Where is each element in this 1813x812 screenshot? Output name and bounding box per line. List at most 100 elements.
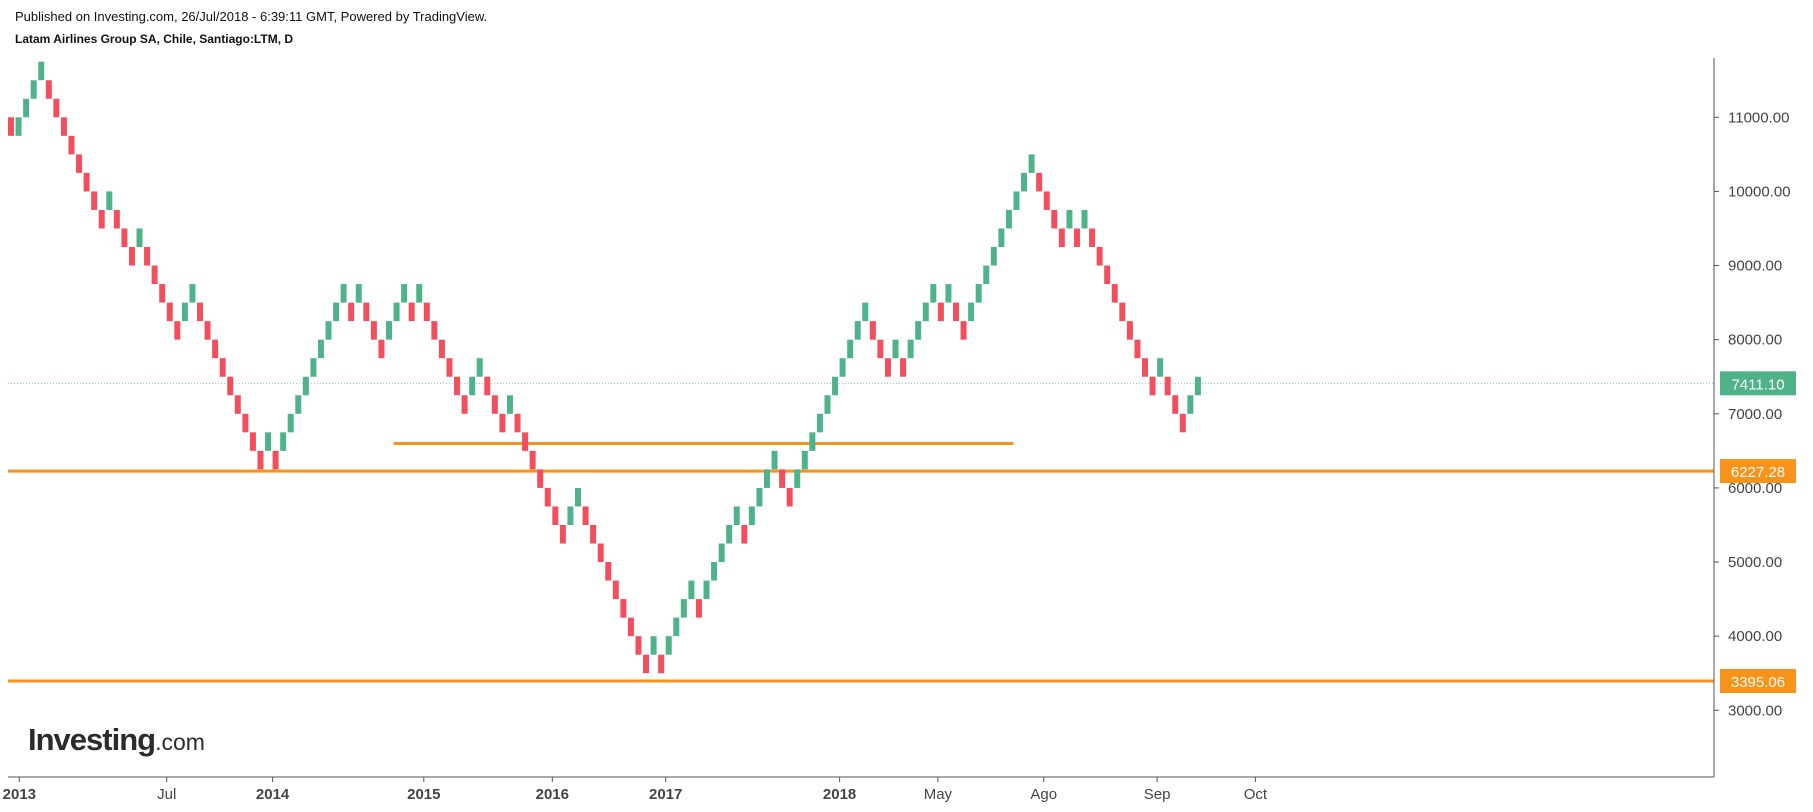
renko-brick [1081,209,1088,229]
renko-brick [234,395,241,414]
renko-brick [166,302,173,322]
renko-brick [567,506,574,525]
logo-brand: Investing [28,722,156,757]
renko-brick [1005,209,1012,229]
renko-brick [60,117,67,136]
renko-brick [605,562,612,581]
renko-brick [658,654,665,674]
renko-brick [491,395,498,414]
renko-brick [431,321,438,340]
renko-brick [287,413,294,433]
renko-brick [91,191,98,210]
renko-brick [370,321,377,340]
renko-brick [1111,284,1118,303]
renko-brick [635,636,642,655]
y-tick-label: 11000.00 [1728,109,1789,126]
y-tick-label: 9000.00 [1728,258,1782,275]
renko-brick [597,543,604,563]
renko-brick [862,302,869,322]
renko-brick [643,654,650,674]
renko-brick [620,599,627,618]
renko-brick [1096,247,1103,266]
renko-brick [695,599,702,618]
renko-brick [711,562,718,581]
renko-brick [741,524,748,544]
renko-brick [522,432,529,451]
renko-brick [23,98,30,118]
renko-brick [484,376,491,396]
y-tick-label: 6000.00 [1728,480,1782,497]
renko-brick [832,376,839,396]
renko-brick [786,487,793,507]
y-tick-label: 8000.00 [1728,332,1782,349]
renko-brick [227,376,234,396]
renko-brick [915,321,922,340]
renko-brick [627,617,634,637]
renko-brick [53,98,60,118]
renko-brick [1157,358,1164,377]
renko-brick [960,321,967,340]
renko-brick [1194,376,1201,396]
x-tick-label: Jul [157,786,176,803]
renko-brick [968,302,975,322]
renko-brick [1066,209,1073,229]
renko-brick [1104,265,1111,285]
renko-brick [537,469,544,488]
renko-brick [189,284,196,303]
renko-brick [854,321,861,340]
renko-brick [1058,228,1065,248]
renko-brick [1187,395,1194,414]
renko-brick [764,469,770,488]
published-note: Published on Investing.com, 26/Jul/2018 … [15,9,488,24]
y-tick-label: 4000.00 [1728,628,1782,645]
renko-brick [529,450,536,470]
renko-brick [688,580,695,600]
renko-brick [386,321,392,340]
x-tick-label: Ago [1030,786,1057,803]
renko-brick [325,321,332,340]
renko-brick [847,339,854,359]
renko-brick [68,135,75,155]
renko-brick [1036,172,1043,192]
renko-brick [1021,172,1028,192]
renko-brick [733,506,740,525]
x-tick-label: 2017 [649,786,682,803]
renko-brick [454,376,461,396]
renko-brick [265,432,272,451]
last-price-label-text: 7411.10 [1731,376,1784,393]
renko-brick [106,191,113,210]
last-price-label-box [1720,371,1796,396]
renko-brick [212,339,219,359]
renko-brick [1142,358,1148,377]
renko-brick [869,321,876,340]
level-label-text: 6227.28 [1731,464,1785,481]
renko-brick [98,209,105,229]
level-label-text: 3395.06 [1731,674,1785,691]
price-labels: 7411.10 6227.28 3395.06 [1720,371,1796,694]
renko-brick [242,413,249,433]
renko-brick [612,580,619,600]
renko-brick [794,469,801,488]
renko-brick [1149,376,1156,396]
renko-brick [945,284,952,303]
renko-brick [680,599,687,618]
renko-brick [295,395,302,414]
renko-brick [1073,228,1080,248]
renko-brick [1164,376,1171,396]
renko-brick [824,395,831,414]
renko-brick [408,302,415,322]
renko-brick [665,636,672,655]
renko-brick [1126,321,1133,340]
renko-brick [378,339,385,359]
renko-brick [30,80,37,99]
renko-brick [884,358,891,377]
renko-brick [937,302,944,322]
renko-brick [1172,395,1179,414]
renko-brick [113,209,120,229]
renko-brick [990,247,997,266]
renko-brick [552,506,559,525]
level-label-box [1720,459,1796,484]
renko-brick [582,506,589,525]
x-tick-label: 2013 [3,786,36,803]
